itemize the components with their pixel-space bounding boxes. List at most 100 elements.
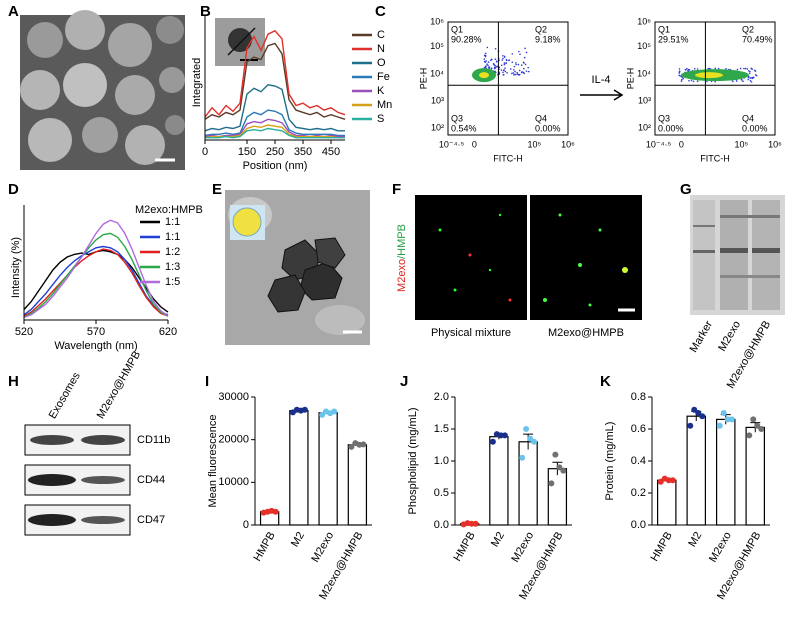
quadrant-percent: 0.00% (742, 123, 768, 133)
x-tick-label: 10⁻⁴·⁵ (439, 139, 465, 149)
legend-label: 1:1 (165, 231, 180, 243)
y-tick-label: 0.0 (631, 519, 646, 531)
y-axis-label: Integrated (191, 58, 203, 108)
fluorescence-y-label: M2exo/HMPB (396, 224, 408, 292)
x-tick-label: 570 (87, 326, 105, 338)
quadrant-percent: 0.00% (658, 123, 684, 133)
data-point (695, 410, 702, 416)
y-tick-label: 0.8 (631, 391, 646, 403)
x-tick-label: 10⁶ (561, 139, 575, 149)
event-dot (490, 58, 493, 61)
data-point (556, 464, 563, 471)
y-tick-label: 0.6 (631, 423, 646, 435)
sem-image (20, 10, 185, 170)
data-line (23, 232, 169, 319)
event-dot (486, 63, 488, 65)
event-dot (516, 73, 519, 75)
event-dot (522, 71, 525, 74)
quadrant-name: Q3 (658, 113, 670, 123)
y-tick-label: 0.4 (631, 455, 646, 467)
event-dot (483, 58, 486, 60)
sample-label: Exosomes (47, 370, 83, 421)
data-point (472, 520, 479, 527)
x-tick-label: 520 (15, 326, 33, 338)
data-point (716, 422, 723, 429)
event-dot (696, 68, 699, 70)
y-axis-label: Protein (mg/mL) (604, 422, 616, 501)
event-dot (484, 55, 487, 58)
quadrant-name: Q1 (451, 24, 463, 34)
x-tick-label: 10⁵ (528, 139, 542, 149)
event-dot (687, 69, 689, 72)
x-tick-label: 0 (679, 139, 684, 149)
event-dot (743, 67, 745, 70)
data-point (331, 408, 338, 415)
event-dot (511, 53, 514, 55)
x-tick-label: 150 (238, 146, 256, 158)
panel-label: D (8, 181, 19, 198)
event-dot (747, 70, 750, 72)
event-dot (508, 59, 510, 62)
x-tick-label: 0 (202, 146, 208, 158)
bar (745, 426, 765, 526)
x-tick-label: HMPB (649, 530, 675, 564)
event-dot (744, 67, 747, 70)
data-point (531, 438, 538, 445)
gel-image (690, 195, 785, 315)
data-line (204, 109, 345, 137)
y-tick-label: 1.0 (434, 455, 449, 467)
label-part: /HMPB (396, 224, 408, 259)
bar (657, 479, 677, 526)
event-dot (502, 69, 505, 72)
legend-label: N (377, 43, 385, 55)
event-dot (512, 69, 515, 71)
event-dot (485, 60, 487, 62)
quadrant-percent: 0.54% (451, 123, 477, 133)
event-dot (506, 71, 508, 74)
sample-label: M2exo@HMPB (95, 349, 143, 421)
event-dot (751, 77, 754, 80)
event-dot (486, 46, 489, 49)
data-line (23, 245, 169, 316)
legend-label: O (377, 57, 386, 69)
y-axis-label: PE-H (625, 68, 635, 90)
label-part: M2exo (396, 259, 408, 292)
y-axis-label: Intensity (%) (10, 237, 22, 298)
data-line (204, 42, 346, 120)
data-point (348, 443, 355, 450)
panel-label: K (600, 373, 611, 390)
data-point (523, 426, 530, 432)
event-dot (514, 70, 516, 73)
event-dot (494, 47, 497, 50)
y-tick-label: 10² (638, 123, 651, 133)
event-dot (518, 50, 520, 53)
y-tick-label: 0.2 (631, 487, 646, 499)
event-dot (735, 80, 738, 82)
x-axis-label: Position (nm) (243, 160, 308, 172)
event-dot (747, 75, 750, 78)
data-point (699, 413, 706, 420)
event-dot (753, 76, 755, 79)
event-dot (525, 70, 528, 72)
event-dot (520, 64, 523, 66)
event-dot (523, 56, 526, 59)
event-dot (488, 66, 491, 68)
event-dot (495, 71, 497, 74)
data-point (560, 467, 567, 474)
bar (716, 418, 736, 526)
event-dot (505, 62, 507, 65)
event-dot (517, 63, 520, 66)
event-dot (500, 64, 503, 67)
y-tick-label: 10⁶ (637, 16, 651, 26)
panel-label: H (8, 373, 19, 390)
event-dot (755, 74, 758, 77)
event-dot (493, 64, 496, 66)
event-dot (736, 68, 739, 71)
event-dot (732, 80, 734, 83)
event-dot (688, 79, 690, 82)
event-dot (495, 60, 498, 63)
event-dot (521, 71, 523, 73)
event-dot (515, 63, 517, 66)
quadrant-name: Q4 (742, 113, 754, 123)
event-dot (714, 67, 717, 70)
